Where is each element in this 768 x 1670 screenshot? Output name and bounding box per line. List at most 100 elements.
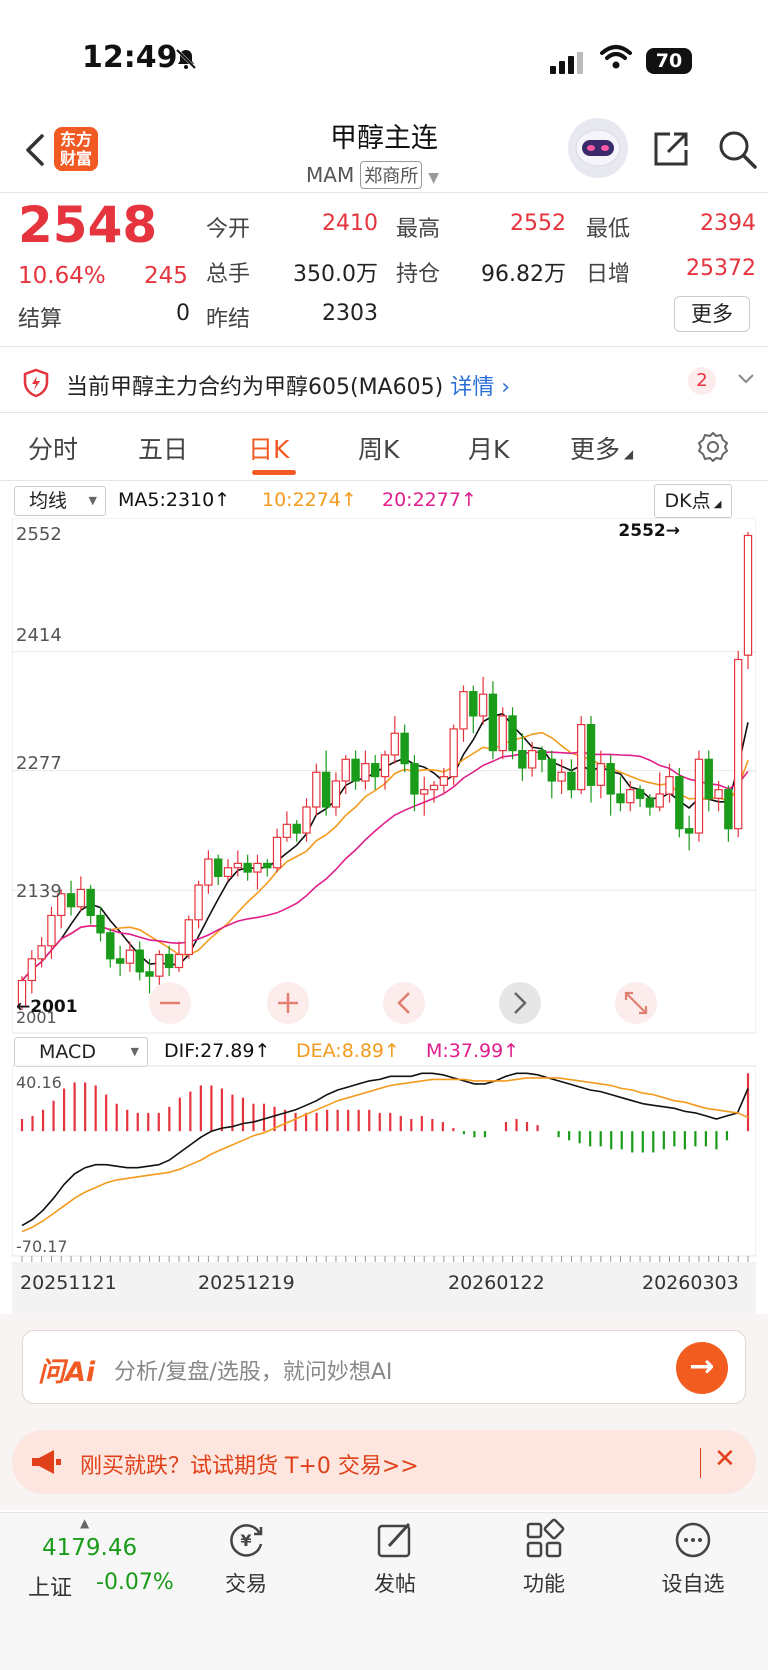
more-dots-icon [675,1522,711,1558]
value-open-interest: 96.82万 [481,262,566,287]
candle [518,733,527,781]
candle [145,958,154,994]
candle [106,928,115,968]
candle [184,915,193,959]
candle [380,750,390,790]
dif-line [21,1072,749,1227]
price-axis-label-bottom: 2001 [16,1008,57,1027]
low-marker: ←2001 [16,997,78,1017]
label-settlement: 结算 [18,307,63,332]
nav-functions[interactable]: 功能 [494,1518,594,1598]
gear-icon[interactable] [696,430,730,464]
chevron-down-icon[interactable] [736,368,756,388]
tab-monthly-k[interactable]: 月K [468,435,510,464]
change-amount: 245 [144,263,188,289]
ai-submit-button[interactable]: → [676,1342,728,1394]
ai-search-input[interactable]: 分析/复盘/选股，就问妙想AI [114,1360,393,1385]
candle [331,772,341,816]
apps-grid-icon [526,1518,565,1558]
candle [135,941,144,981]
candle [635,785,645,808]
candle [263,859,272,877]
pan-right-button[interactable] [499,982,541,1024]
candle [204,850,213,894]
dk-point-button[interactable]: DK点 ◢ [654,484,732,518]
instrument-code[interactable]: MAM 郑商所 ▼ [306,161,439,189]
bell-muted-icon [175,48,197,70]
kline-chart[interactable]: 2552 2414 2277 2139 2001 2552→ ←2001 40.… [12,518,756,1262]
candle [164,945,174,977]
high-marker: 2552→ [618,521,680,541]
candle [96,906,105,942]
promo-text[interactable]: 刚买就跌？试试期货 T+0 交易>> [80,1454,419,1479]
main-contract-notice[interactable]: 当前甲醇主力合约为甲醇605(MA605) 详情 › [66,375,510,400]
battery-icon: 70 [646,48,692,74]
share-icon[interactable] [650,128,692,170]
zoom-in-button[interactable] [267,982,309,1024]
indicator-select-ma[interactable]: 均线 ▼ [14,486,106,516]
value-volume: 350.0万 [293,262,378,287]
candle [547,750,556,799]
candle [684,815,694,851]
promo-banner[interactable] [12,1430,756,1494]
label-high: 最高 [396,217,441,242]
candle [704,750,713,812]
candle [302,798,311,842]
candle [17,976,27,1010]
nav-add-watchlist[interactable]: 设自选 [643,1518,743,1598]
wifi-icon [600,45,632,69]
date-label-2: 20251219 [198,1272,295,1294]
index-value[interactable]: 4179.46 [42,1535,138,1561]
date-label-4: 20260303 [642,1272,739,1294]
candle [527,741,537,777]
promo-separator [700,1448,701,1478]
close-icon[interactable]: ✕ [714,1444,736,1474]
ai-logo: 问Ai [38,1357,96,1388]
caret-up-icon[interactable]: ▲ [80,1516,90,1530]
nav-post[interactable]: 发帖 [345,1518,445,1598]
tab-five-day[interactable]: 五日 [138,435,189,464]
search-icon[interactable] [716,128,758,170]
candle [675,767,684,838]
candle [626,780,635,812]
tab-weekly-k[interactable]: 周K [358,435,400,464]
ma20-line [21,750,749,982]
candle [586,715,596,803]
tab-intraday[interactable]: 分时 [28,435,79,464]
fullscreen-button[interactable] [615,982,657,1024]
candle [429,780,439,803]
label-open-interest: 持仓 [396,262,441,287]
candle [577,715,586,794]
app-logo: 东方 财富 [54,127,98,171]
trade-icon: ¥ [230,1524,263,1557]
tabs-divider [0,480,768,481]
price-axis-label-3: 2277 [16,753,62,774]
value-prev-settlement: 2303 [322,301,378,326]
pan-left-button[interactable] [383,982,425,1024]
notice-count-badge: 2 [688,367,716,395]
more-quote-button[interactable]: 更多 [674,296,750,332]
notice-detail-link: 详情 › [450,375,510,400]
date-label-3: 20260122 [448,1272,545,1294]
status-time: 12:49 [82,40,178,75]
value-open: 2410 [322,211,378,236]
candle [361,750,370,790]
nav-trade[interactable]: ¥ 交易 [196,1518,296,1598]
index-change[interactable]: -0.07% [96,1570,174,1595]
candle [469,685,478,734]
zoom-out-button[interactable] [149,982,191,1024]
label-daily-increase: 日增 [586,262,631,287]
ma10-value: 10:2274↑ [262,489,357,511]
back-arrow-icon[interactable] [20,128,52,172]
value-settlement: 0 [176,301,190,326]
candle [312,763,321,816]
change-percent: 10.64% [18,263,106,289]
index-name[interactable]: 上证 [28,1576,73,1601]
tab-more[interactable]: 更多 ◢ [570,435,634,464]
candle [557,759,566,794]
tab-daily-k[interactable]: 日K [248,435,290,464]
candle [57,889,66,929]
exchange-badge: 郑商所 [360,161,423,189]
robot-assistant-icon[interactable] [568,118,628,178]
ai-search-bar[interactable] [22,1330,746,1404]
